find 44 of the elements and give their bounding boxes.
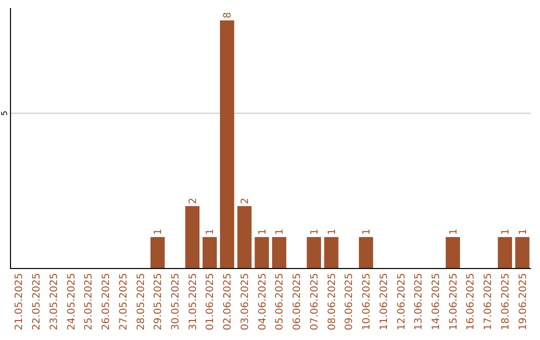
x-tick-label: 07.06.2025 [309,273,320,330]
x-tick-label: 05.06.2025 [274,273,286,330]
x-tick-label: 31.05.2025 [188,273,199,330]
x-tick-label: 25.05.2025 [84,273,95,330]
x-tick-label: 28.05.2025 [136,273,147,330]
x-tick-label: 17.06.2025 [483,273,494,330]
data-label: 1 [326,228,338,236]
x-tick-label: 19.06.2025 [518,273,529,330]
data-label: 1 [274,228,286,236]
data-label: 8 [222,12,234,18]
x-tick-label: 01.06.2025 [205,273,216,330]
x-tick-label: 18.06.2025 [500,273,512,330]
x-tick-label: 15.06.2025 [448,273,460,330]
data-label: 1 [518,228,529,236]
x-tick-label: 16.06.2025 [466,273,477,330]
data-label: 1 [153,228,164,236]
x-tick-label: 26.05.2025 [101,273,112,330]
x-tick-label: 04.06.2025 [257,273,268,330]
y-tick-label: 5 [0,110,9,116]
data-label: 1 [500,228,512,236]
x-tick-label: 10.06.2025 [362,273,373,330]
data-label: 1 [257,228,268,236]
x-tick-label: 08.06.2025 [326,273,338,330]
x-tick-label: 21.05.2025 [14,273,26,330]
data-label: 1 [448,228,460,236]
x-tick-label: 29.05.2025 [153,273,164,330]
x-tick-label: 23.05.2025 [48,273,60,330]
x-tick-label: 14.06.2025 [430,273,442,330]
x-tick-label: 06.06.2025 [292,273,304,330]
x-tick-label: 09.06.2025 [344,273,356,330]
x-tick-label: 11.06.2025 [378,273,390,330]
x-tick-label: 02.06.2025 [222,273,234,330]
data-label: 1 [309,228,320,236]
x-tick-label: 13.06.2025 [414,273,425,330]
x-tick-label: 03.06.2025 [240,273,251,330]
x-tick-label: 12.06.2025 [396,273,408,330]
x-tick-label: 30.05.2025 [170,273,182,330]
data-label: 2 [240,198,251,204]
x-tick-label: 24.05.2025 [66,273,78,330]
x-tick-label: 22.05.2025 [32,273,43,330]
x-tick-label: 27.05.2025 [118,273,130,330]
data-label: 1 [362,228,373,236]
data-label: 1 [205,228,216,236]
data-label: 2 [188,198,199,204]
